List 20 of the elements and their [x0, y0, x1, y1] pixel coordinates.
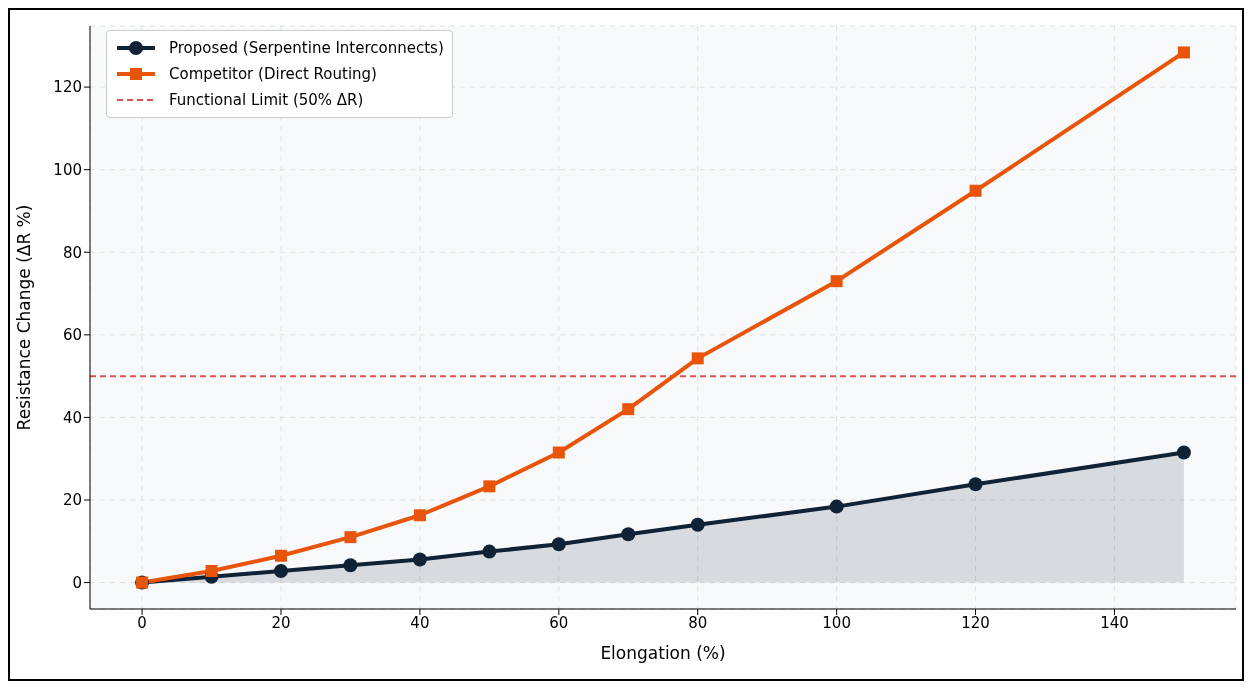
legend-label: Functional Limit (50% ΔR): [169, 91, 364, 109]
x-axis-title: Elongation (%): [600, 643, 726, 663]
x-tick-label: 100: [822, 613, 851, 632]
y-tick-label: 20: [62, 491, 82, 510]
legend-label: Proposed (Serpentine Interconnects): [169, 39, 444, 57]
x-tick-label: 0: [137, 613, 147, 632]
x-tick-label: 40: [410, 613, 430, 632]
y-tick-label: 0: [72, 573, 82, 592]
y-tick-label: 80: [62, 243, 82, 262]
x-tick-label: 20: [271, 613, 291, 632]
x-tick-label: 60: [549, 613, 569, 632]
x-tick-label: 80: [688, 613, 708, 632]
y-tick-label: 120: [53, 78, 82, 97]
legend-label: Competitor (Direct Routing): [169, 65, 377, 83]
x-tick-label: 140: [1100, 613, 1129, 632]
y-tick-label: 100: [53, 161, 82, 180]
x-tick-label: 120: [961, 613, 990, 632]
y-axis-title: Resistance Change (ΔR %): [14, 204, 35, 431]
y-tick-label: 40: [62, 408, 82, 427]
y-tick-label: 60: [62, 326, 82, 345]
